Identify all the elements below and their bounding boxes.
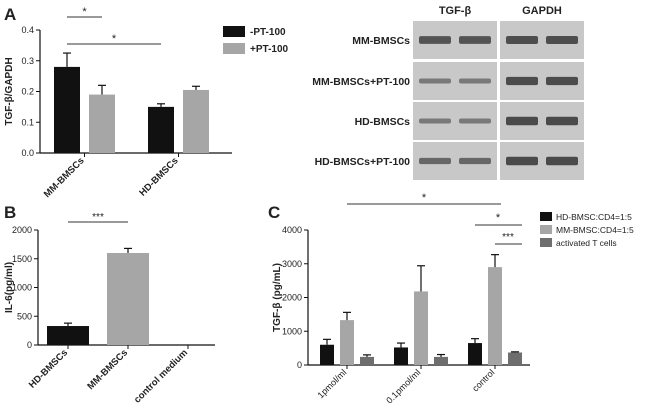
chart-c-y-tick-label: 0 — [297, 360, 302, 370]
blot-band — [506, 156, 538, 166]
chart-c-bar — [508, 352, 522, 365]
chart-b-x-tick-label: MM-BMSCs — [85, 347, 130, 392]
blot-column-header: TGF-β — [439, 5, 472, 17]
chart-b-sig-label: *** — [92, 212, 104, 223]
chart-a-sig-label: * — [112, 33, 117, 45]
chart-c-x-tick-label: control — [470, 367, 496, 393]
blot-band — [506, 76, 538, 86]
chart-a-bar — [54, 66, 80, 153]
chart-a-legend-swatch — [223, 26, 245, 37]
blot-row-label: HD-BMSCs+PT-100 — [315, 156, 411, 168]
blot-band — [546, 156, 578, 166]
chart-b-bar — [107, 253, 149, 345]
chart-b-bar — [47, 326, 89, 345]
chart-c-legend-swatch — [540, 225, 552, 234]
chart-b-y-tick-label: 0 — [27, 340, 32, 350]
chart-c-bar — [360, 356, 374, 365]
chart-a-legend-swatch — [223, 43, 245, 54]
blot-band — [419, 118, 451, 124]
blot-row-label: HD-BMSCs — [355, 116, 411, 128]
western-blot: TGF-β GAPDH MM-BMSCs MM-BMSCs+PT-100 HD-BMSC… — [312, 5, 584, 180]
chart-a-tgf-ratio: 0.0 0.1 0.2 0.3 0.4 TGF-β/GAPDH MM-BMSCs HD-BMS… — [4, 6, 289, 200]
chart-a-y-tick-label: 0.4 — [21, 25, 34, 35]
chart-b-x-tick-label: HD-BMSCs — [27, 347, 70, 390]
chart-c-legend-label: activated T cells — [556, 238, 617, 248]
blot-band — [459, 78, 491, 84]
chart-a-y-tick-label: 0.0 — [21, 148, 34, 158]
chart-a-bar — [89, 94, 115, 153]
chart-b-y-tick-label: 1000 — [12, 283, 32, 293]
chart-b-y-label: IL-6(pg/ml) — [4, 262, 15, 313]
chart-c-y-tick-label: 3000 — [282, 259, 302, 269]
chart-a-sig-label: * — [82, 6, 87, 18]
chart-c-y-label: TGF-β (pg/mL) — [272, 263, 283, 332]
chart-c-bar — [320, 344, 334, 365]
chart-a-x-tick-label: MM-BMSCs — [42, 155, 87, 200]
chart-c-bar — [434, 356, 448, 365]
chart-c-bar — [488, 267, 502, 365]
chart-b-y-tick-label: 1500 — [12, 254, 32, 264]
blot-row-label: MM-BMSCs+PT-100 — [312, 76, 410, 88]
chart-c-bar — [340, 320, 354, 365]
chart-c-y-tick-label: 4000 — [282, 225, 302, 235]
chart-c-legend-label: MM-BMSC:CD4=1:5 — [556, 225, 634, 235]
chart-a-x-tick-label: HD-BMSCs — [137, 155, 180, 198]
blot-column-header: GAPDH — [522, 5, 562, 17]
blot-band — [506, 35, 538, 45]
blot-band — [419, 36, 451, 44]
chart-c-y-tick-label: 1000 — [282, 326, 302, 336]
panel-letter-a: A — [4, 5, 16, 24]
chart-c-legend-swatch — [540, 212, 552, 221]
chart-c-legend-swatch — [540, 238, 552, 247]
chart-c-bar — [468, 343, 482, 365]
blot-band — [546, 76, 578, 86]
blot-band — [419, 78, 451, 84]
blot-band — [459, 36, 491, 44]
chart-c-bar — [394, 347, 408, 365]
chart-a-legend-label: +PT-100 — [250, 44, 289, 55]
chart-b-x-tick-label: control medium — [132, 347, 190, 405]
chart-c-x-tick-label: 1pmol/ml — [316, 367, 349, 400]
chart-a-y-label: TGF-β/GAPDH — [4, 57, 15, 125]
chart-b-y-tick-label: 2000 — [12, 225, 32, 235]
blot-band — [459, 118, 491, 124]
chart-c-y-tick-label: 2000 — [282, 293, 302, 303]
chart-c-bar — [414, 291, 428, 365]
chart-a-bar — [183, 89, 209, 153]
chart-c-legend-label: HD-BMSC:CD4=1:5 — [556, 212, 632, 222]
blot-band — [506, 116, 538, 126]
chart-a-legend-label: -PT-100 — [250, 27, 286, 38]
chart-b-il6: 0 500 1000 1500 2000 IL-6(pg/ml) HD-BMSCs MM-BM… — [4, 212, 215, 406]
chart-a-y-tick-label: 0.3 — [21, 56, 34, 66]
chart-a-bar — [148, 106, 174, 153]
blot-row-label: MM-BMSCs — [352, 35, 410, 47]
chart-c-sig-label: * — [422, 192, 427, 204]
chart-c-sig-label: * — [496, 212, 501, 224]
chart-c-tgf-secretion: 0 1000 2000 3000 4000 TGF-β (pg/mL) 1pmol/ml 0.… — [272, 192, 634, 406]
panel-letter-c: C — [268, 203, 280, 222]
chart-c-sig-label: *** — [502, 232, 514, 243]
chart-a-y-tick-label: 0.2 — [21, 87, 34, 97]
blot-band — [546, 35, 578, 45]
blot-band — [459, 157, 491, 165]
chart-c-x-tick-label: 0.1pmol/ml — [384, 367, 422, 405]
panel-letter-b: B — [4, 203, 16, 222]
chart-a-y-tick-label: 0.1 — [21, 117, 34, 127]
blot-band — [419, 157, 451, 165]
blot-band — [546, 116, 578, 126]
chart-b-y-tick-label: 500 — [17, 311, 32, 321]
